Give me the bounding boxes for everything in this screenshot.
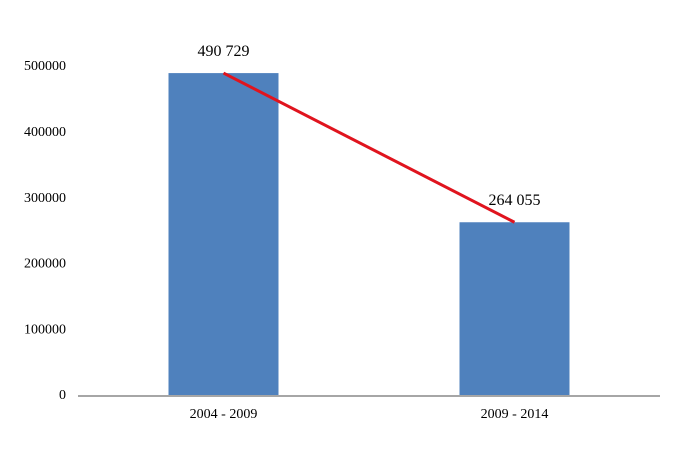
y-tick-label: 200000 (24, 257, 66, 272)
y-tick-label: 0 (59, 388, 66, 403)
trend-line (222, 71, 516, 224)
y-tick-label: 400000 (24, 125, 66, 140)
x-tick-label: 2009 - 2014 (481, 407, 549, 422)
y-tick-label: 300000 (24, 191, 66, 206)
x-tick-label: 2004 - 2009 (190, 407, 258, 422)
bar (168, 73, 279, 397)
y-tick-label: 500000 (24, 59, 66, 74)
y-tick-label: 100000 (24, 322, 66, 337)
bar (459, 222, 570, 396)
value-label: 490 729 (198, 43, 250, 60)
value-label: 264 055 (489, 192, 541, 209)
